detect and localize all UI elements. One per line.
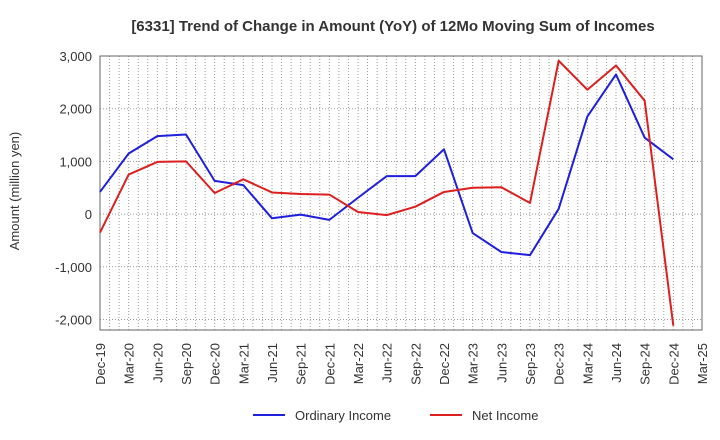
legend-label: Net Income (472, 408, 538, 423)
x-tick-label: Jun-21 (265, 343, 280, 383)
x-tick-label: Sep-21 (294, 343, 309, 385)
x-tick-label: Mar-25 (695, 343, 710, 384)
x-tick-label: Mar-24 (580, 343, 595, 384)
x-tick-label: Jun-20 (150, 343, 165, 383)
x-tick-label: Dec-20 (208, 343, 223, 385)
y-tick-label: -1,000 (55, 260, 92, 275)
x-tick-label: Dec-23 (552, 343, 567, 385)
x-tick-label: Dec-19 (93, 343, 108, 385)
y-tick-label: 0 (85, 207, 92, 222)
y-tick-label: 1,000 (59, 154, 92, 169)
x-tick-label: Sep-24 (638, 343, 653, 385)
x-tick-label: Mar-22 (351, 343, 366, 384)
x-tick-label: Jun-23 (494, 343, 509, 383)
x-tick-label: Mar-21 (236, 343, 251, 384)
x-tick-label: Jun-22 (380, 343, 395, 383)
legend-label: Ordinary Income (295, 408, 391, 423)
x-tick-label: Sep-20 (179, 343, 194, 385)
chart-title: [6331] Trend of Change in Amount (YoY) o… (131, 18, 654, 35)
x-tick-label: Dec-22 (437, 343, 452, 385)
series-line-ordinary-income (99, 73, 674, 257)
x-tick-label: Mar-23 (466, 343, 481, 384)
x-tick-label: Dec-21 (322, 343, 337, 385)
x-tick-label: Jun-24 (609, 343, 624, 383)
x-tick-label: Sep-22 (408, 343, 423, 385)
y-axis-label: Amount (million yen) (7, 132, 22, 251)
legend: Ordinary Income Net Income (253, 408, 538, 423)
x-tick-label: Dec-24 (666, 343, 681, 385)
series-line-net-income (99, 59, 675, 326)
plot-border (99, 55, 703, 331)
y-tick-label: 2,000 (59, 102, 92, 117)
plot-area: 3,000 2,000 1,000 0 -1,000 -2,000 Dec-19 Mar-20… (55, 49, 710, 385)
y-tick-label: 3,000 (59, 49, 92, 64)
x-tick-label: Mar-20 (122, 343, 137, 384)
x-tick-label: Sep-23 (523, 343, 538, 385)
y-tick-label: -2,000 (55, 312, 92, 327)
